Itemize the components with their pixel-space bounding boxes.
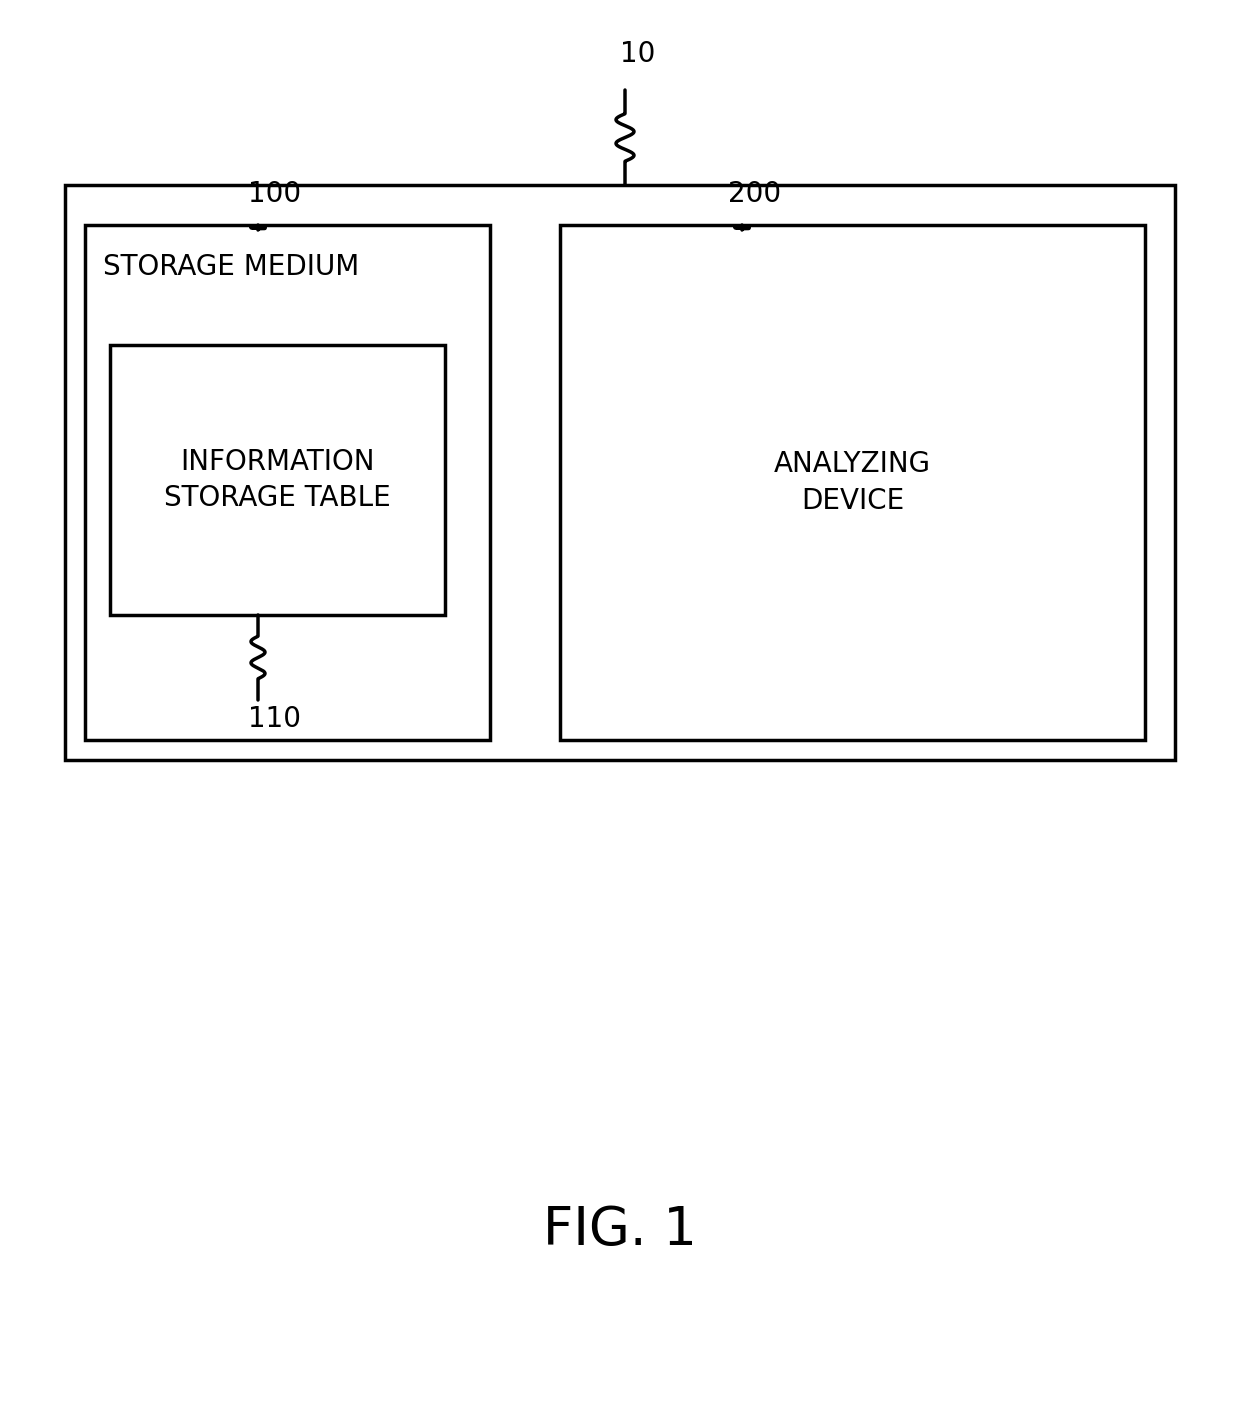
- Bar: [86, 226, 490, 739]
- Text: 110: 110: [248, 705, 301, 734]
- Bar: [64, 184, 1176, 761]
- Text: 200: 200: [728, 180, 781, 209]
- Text: STORAGE MEDIUM: STORAGE MEDIUM: [103, 253, 360, 281]
- Text: 10: 10: [620, 40, 656, 68]
- Bar: [560, 226, 1145, 739]
- Text: 100: 100: [248, 180, 301, 209]
- Text: ANALYZING
DEVICE: ANALYZING DEVICE: [774, 450, 931, 515]
- Text: FIG. 1: FIG. 1: [543, 1203, 697, 1256]
- Bar: [110, 345, 445, 614]
- Text: INFORMATION
STORAGE TABLE: INFORMATION STORAGE TABLE: [164, 447, 391, 512]
